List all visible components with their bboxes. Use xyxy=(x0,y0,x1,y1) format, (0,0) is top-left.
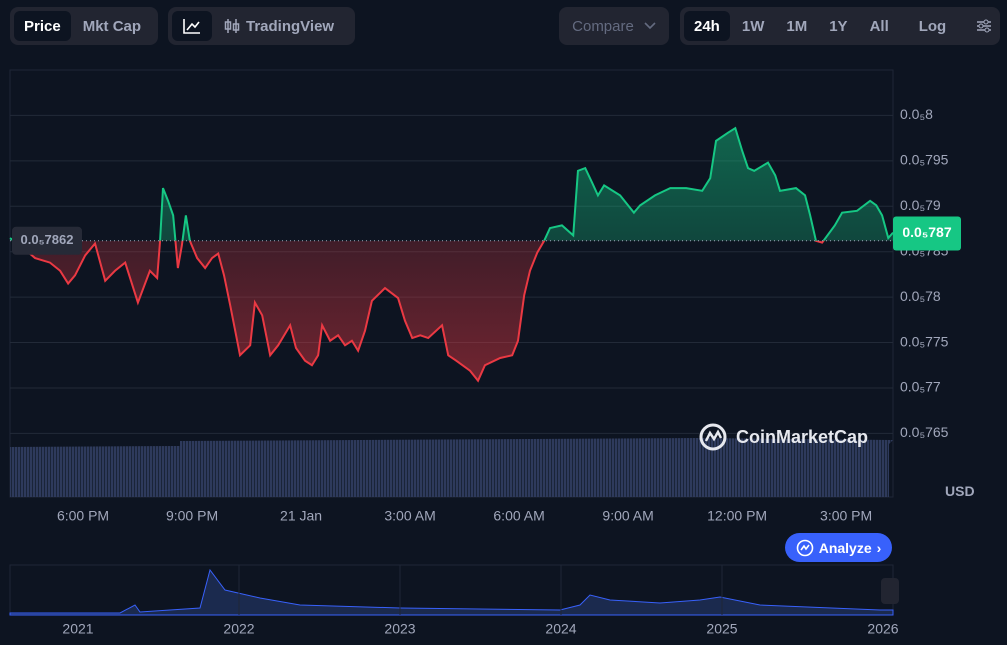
line-button[interactable] xyxy=(172,11,212,41)
mktcap-button[interactable]: Mkt Cap xyxy=(82,17,142,35)
chevron xyxy=(644,22,656,30)
navigator-handle[interactable] xyxy=(881,578,899,604)
y-tick-label: 0.0₅8 xyxy=(900,106,933,122)
tradingview-label: TradingView xyxy=(246,17,335,35)
y-tick-label: 0.0₅79 xyxy=(900,197,941,213)
navigator-frame xyxy=(9,564,894,616)
navigator-year: 2024 xyxy=(545,621,576,637)
analyze-chevron: › xyxy=(876,539,882,556)
x-tick-label: 9:00 PM xyxy=(166,508,218,524)
y-tick-label: 0.0₅765 xyxy=(900,424,949,440)
analyze-label: Analyze xyxy=(818,539,872,556)
tradingview-button[interactable]: TradingView xyxy=(214,11,344,41)
navigator-year: 2021 xyxy=(62,621,93,637)
y-tick-label: 0.0₅795 xyxy=(900,152,949,168)
y-tick-label: 0.0₅77 xyxy=(900,379,941,395)
x-tick-label: 3:00 AM xyxy=(384,508,435,524)
x-tick-label: 9:00 AM xyxy=(602,508,653,524)
grid xyxy=(10,114,893,434)
range-button[interactable]: 1Y xyxy=(829,17,848,35)
range-button[interactable]: 1M xyxy=(786,17,808,35)
log-button[interactable]: Log xyxy=(918,17,947,35)
x-tick-label: 6:00 AM xyxy=(493,508,544,524)
analyze-icon xyxy=(796,539,814,556)
price-button[interactable]: Price xyxy=(14,11,71,41)
last-price-label: 0.0₅787 xyxy=(902,224,951,240)
x-tick-label: 12:00 PM xyxy=(707,508,767,524)
area-down xyxy=(13,240,824,381)
navigator-year: 2025 xyxy=(706,621,737,637)
range-button[interactable]: 1W xyxy=(741,17,765,35)
analyze-button[interactable]: Analyze › xyxy=(785,533,892,562)
price-line-down xyxy=(12,240,825,383)
settings-button[interactable] xyxy=(966,11,1002,41)
range-button[interactable]: 24h xyxy=(684,11,730,41)
y-tick-label: 0.0₅785 xyxy=(900,242,949,258)
candle-icon xyxy=(224,19,240,33)
watermark-text: CoinMarketCap xyxy=(736,426,869,447)
navigator-year: 2026 xyxy=(867,621,898,637)
compare-dropdown[interactable]: Compare xyxy=(559,7,669,45)
reference-badge xyxy=(12,226,82,255)
watermark: CoinMarketCap xyxy=(698,422,868,452)
y-tick-label: 0.0₅78 xyxy=(900,288,941,304)
line-icon xyxy=(183,19,200,34)
price-line-up xyxy=(9,126,894,241)
navigator-year: 2022 xyxy=(223,621,254,637)
x-tick-label: 6:00 PM xyxy=(57,508,109,524)
mode-toggle: Price Mkt Cap xyxy=(10,7,158,45)
range-selector: 24h 1W 1M 1Y All Log xyxy=(680,7,1000,45)
chart-type: TradingView xyxy=(168,7,355,45)
navigator-year: 2023 xyxy=(384,621,415,637)
compare-label: Compare xyxy=(572,17,634,35)
cmc-logo xyxy=(699,423,727,451)
x-tick-label: 21 Jan xyxy=(280,508,322,524)
y-tick-label: 0.0₅775 xyxy=(900,333,949,349)
navigator xyxy=(9,564,899,616)
area-up xyxy=(10,128,893,241)
range-button[interactable]: All xyxy=(869,17,889,35)
reference-label: 0.0₅7862 xyxy=(21,232,74,247)
currency-label: USD xyxy=(945,483,975,499)
settings-icon xyxy=(977,19,992,33)
x-tick-label: 3:00 PM xyxy=(820,508,872,524)
navigator-line xyxy=(9,568,894,616)
last-price-badge xyxy=(893,216,961,251)
